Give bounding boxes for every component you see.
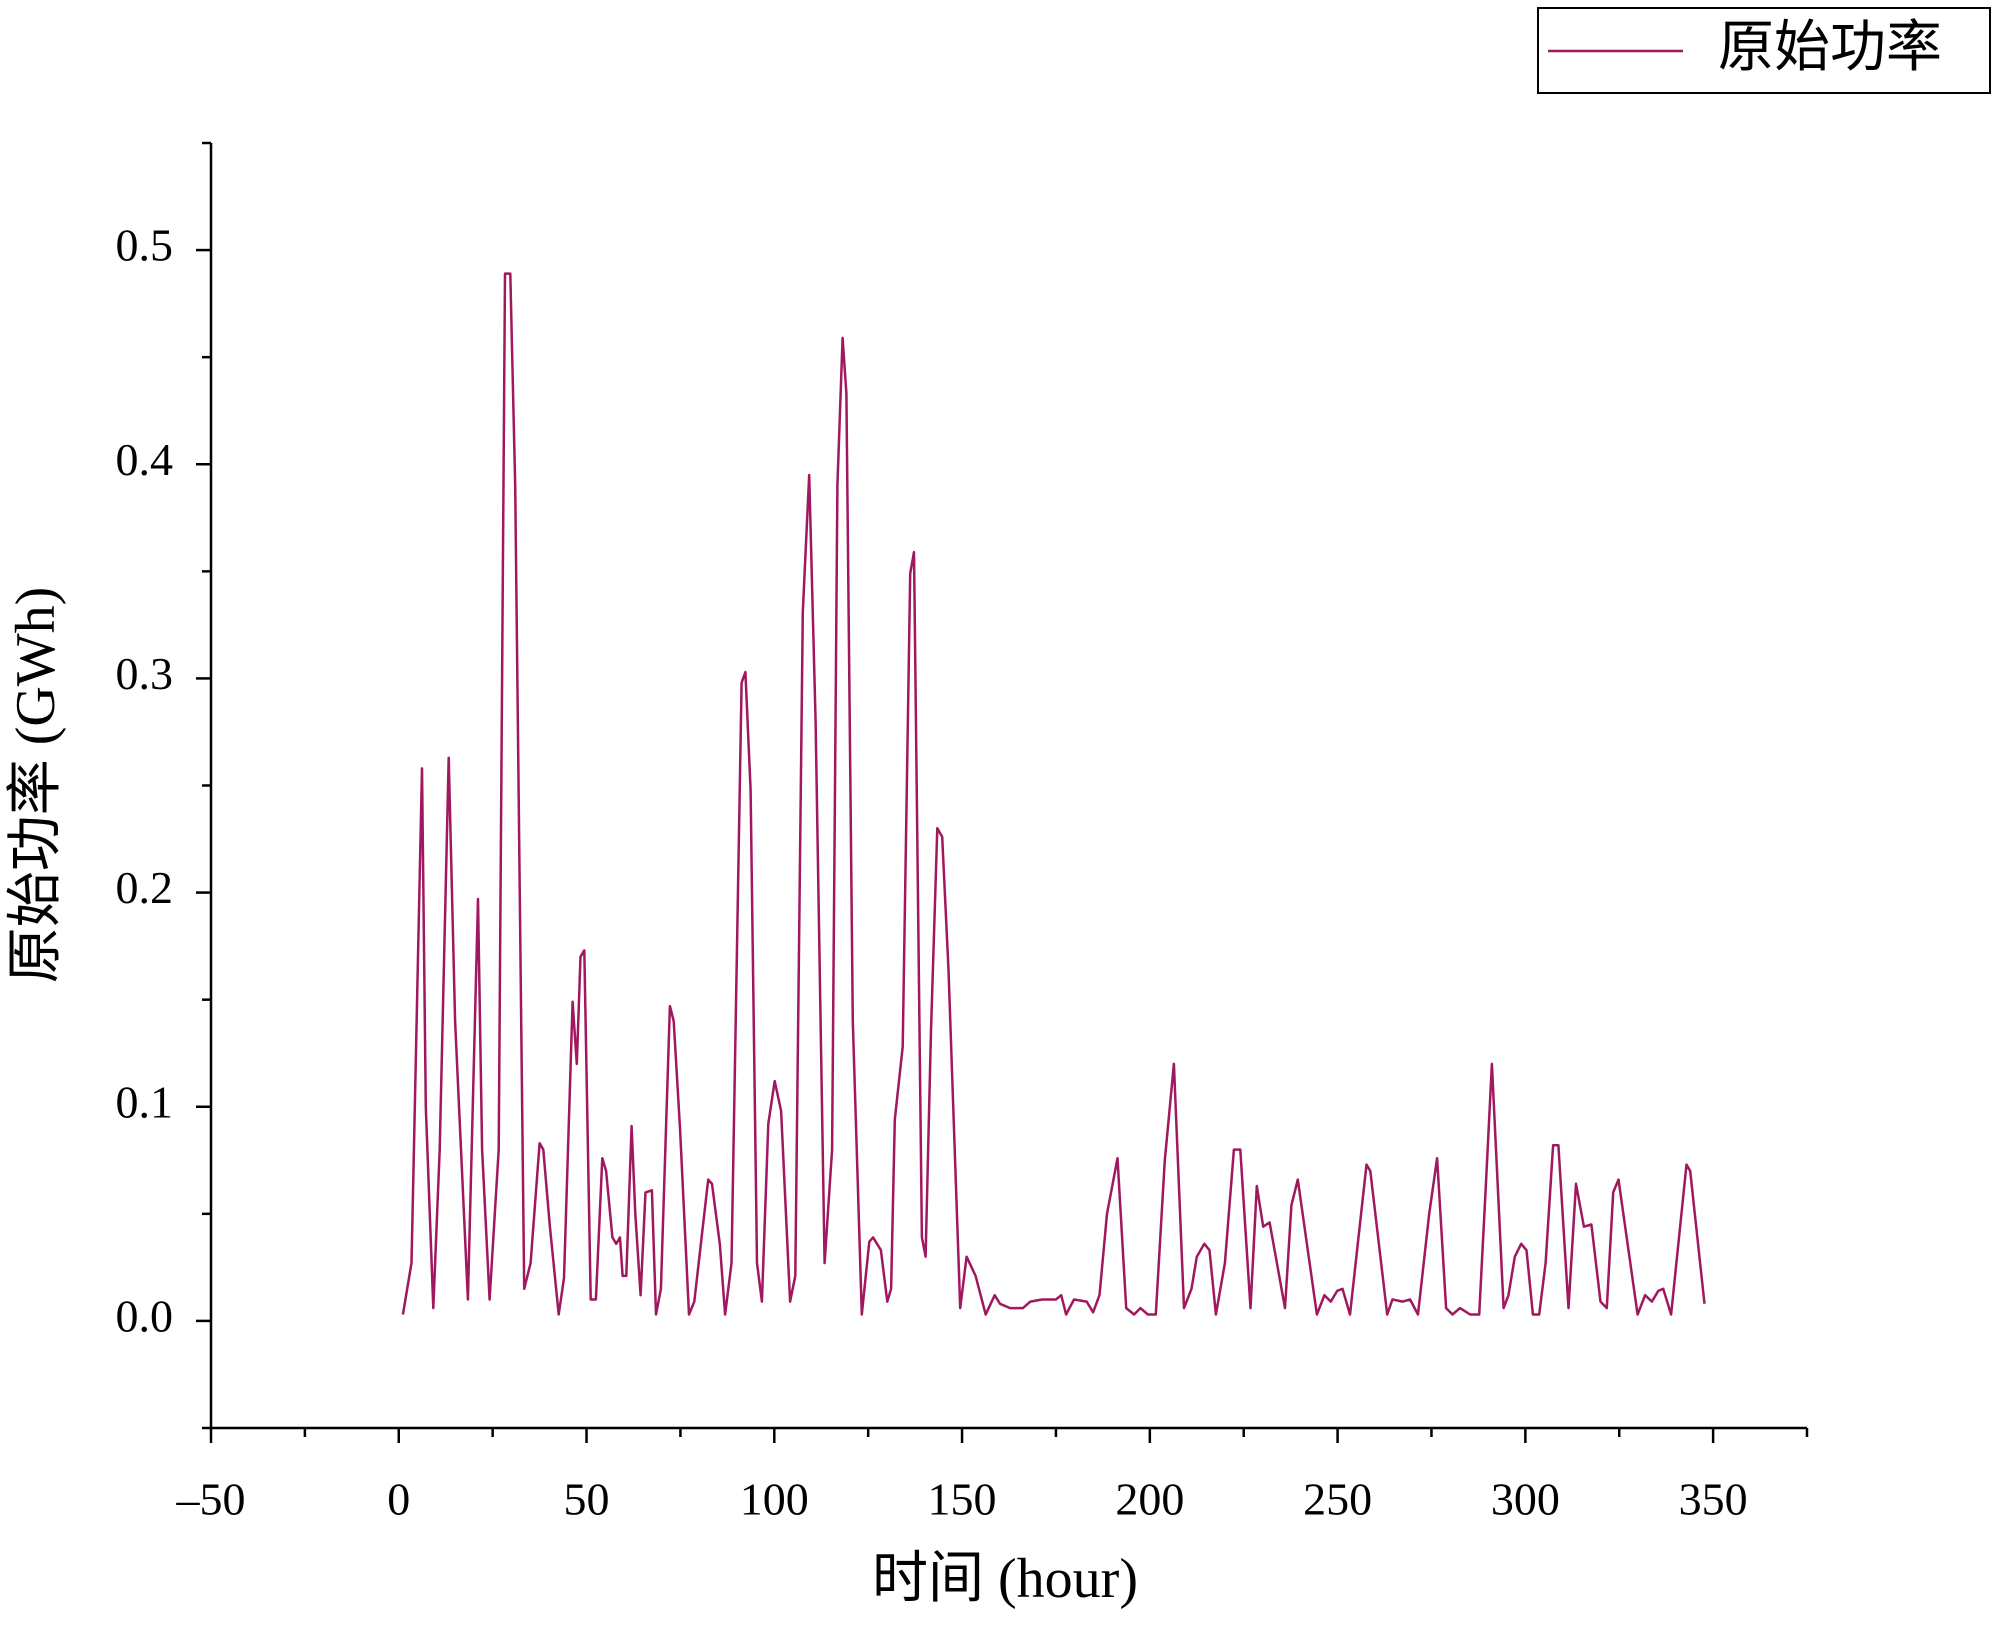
y-tick-label: 0.1 (116, 1076, 174, 1127)
y-tick-label: 0.2 (116, 862, 174, 913)
y-tick-label: 0.3 (116, 648, 174, 699)
y-tick-label: 0.5 (116, 220, 174, 271)
x-tick-label: 150 (928, 1474, 997, 1525)
x-tick-label: 250 (1303, 1474, 1372, 1525)
x-tick-label: 200 (1115, 1474, 1184, 1525)
x-tick-label: 300 (1491, 1474, 1560, 1525)
legend-label: 原始功率 (1718, 17, 1942, 79)
x-tick-label: 0 (387, 1474, 410, 1525)
y-axis-label: 原始功率 (GWh) (5, 587, 67, 984)
x-tick-label: –50 (176, 1474, 246, 1525)
x-tick-label: 100 (740, 1474, 809, 1525)
x-tick-label: 50 (564, 1474, 610, 1525)
x-tick-label: 350 (1679, 1474, 1748, 1525)
x-axis-label: 时间 (hour) (872, 1548, 1138, 1610)
y-tick-label: 0.0 (116, 1290, 174, 1341)
data-line (401, 272, 1706, 1316)
y-tick-label: 0.4 (116, 434, 174, 485)
